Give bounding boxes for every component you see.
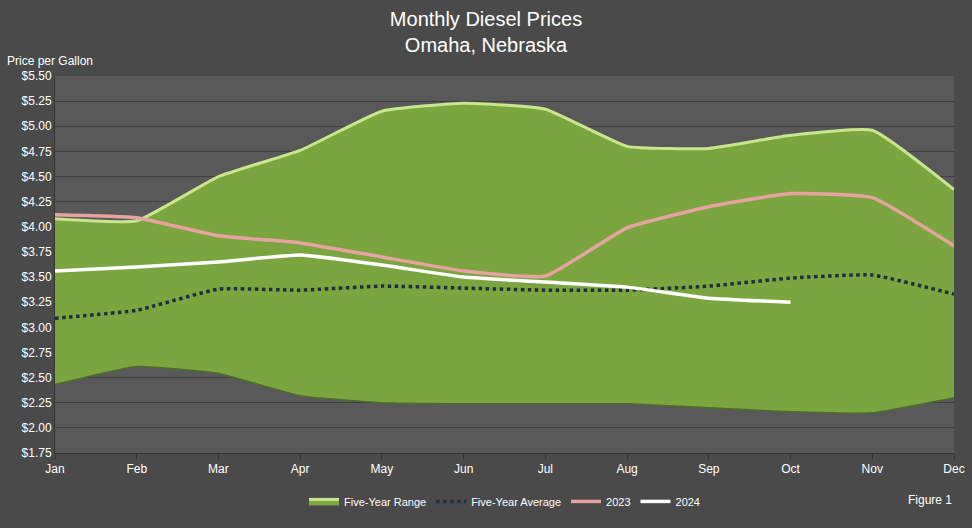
svg-text:$4.00: $4.00 (22, 220, 52, 234)
svg-text:$2.50: $2.50 (22, 371, 52, 385)
svg-text:Jan: Jan (45, 462, 64, 476)
svg-text:Oct: Oct (781, 462, 800, 476)
svg-text:$4.50: $4.50 (22, 170, 52, 184)
svg-text:2023: 2023 (606, 496, 630, 508)
svg-text:$4.25: $4.25 (22, 195, 52, 209)
svg-text:Mar: Mar (208, 462, 229, 476)
svg-text:Feb: Feb (126, 462, 147, 476)
svg-text:Aug: Aug (616, 462, 637, 476)
svg-text:$5.50: $5.50 (22, 69, 52, 83)
svg-text:May: May (371, 462, 394, 476)
svg-text:$3.00: $3.00 (22, 321, 52, 335)
svg-text:$5.25: $5.25 (22, 94, 52, 108)
svg-text:Jun: Jun (454, 462, 473, 476)
svg-text:$3.25: $3.25 (22, 295, 52, 309)
svg-text:Five-Year Range: Five-Year Range (344, 496, 426, 508)
svg-text:Figure 1: Figure 1 (908, 493, 952, 507)
svg-text:$3.50: $3.50 (22, 270, 52, 284)
svg-text:Price per Gallon: Price per Gallon (7, 54, 93, 68)
svg-text:Monthly Diesel PricesOmaha, Ne: Monthly Diesel PricesOmaha, Nebraska (390, 8, 582, 56)
svg-text:Dec: Dec (943, 462, 964, 476)
svg-text:2024: 2024 (676, 496, 700, 508)
svg-text:$4.75: $4.75 (22, 145, 52, 159)
svg-text:Apr: Apr (291, 462, 310, 476)
svg-text:$5.00: $5.00 (22, 119, 52, 133)
svg-text:$2.00: $2.00 (22, 421, 52, 435)
svg-text:$2.75: $2.75 (22, 346, 52, 360)
svg-text:$1.75: $1.75 (22, 446, 52, 460)
svg-text:Nov: Nov (862, 462, 883, 476)
svg-text:Five-Year Average: Five-Year Average (471, 496, 561, 508)
svg-text:Jul: Jul (538, 462, 553, 476)
svg-text:Sep: Sep (698, 462, 720, 476)
svg-text:$2.25: $2.25 (22, 396, 52, 410)
svg-text:$3.75: $3.75 (22, 245, 52, 259)
